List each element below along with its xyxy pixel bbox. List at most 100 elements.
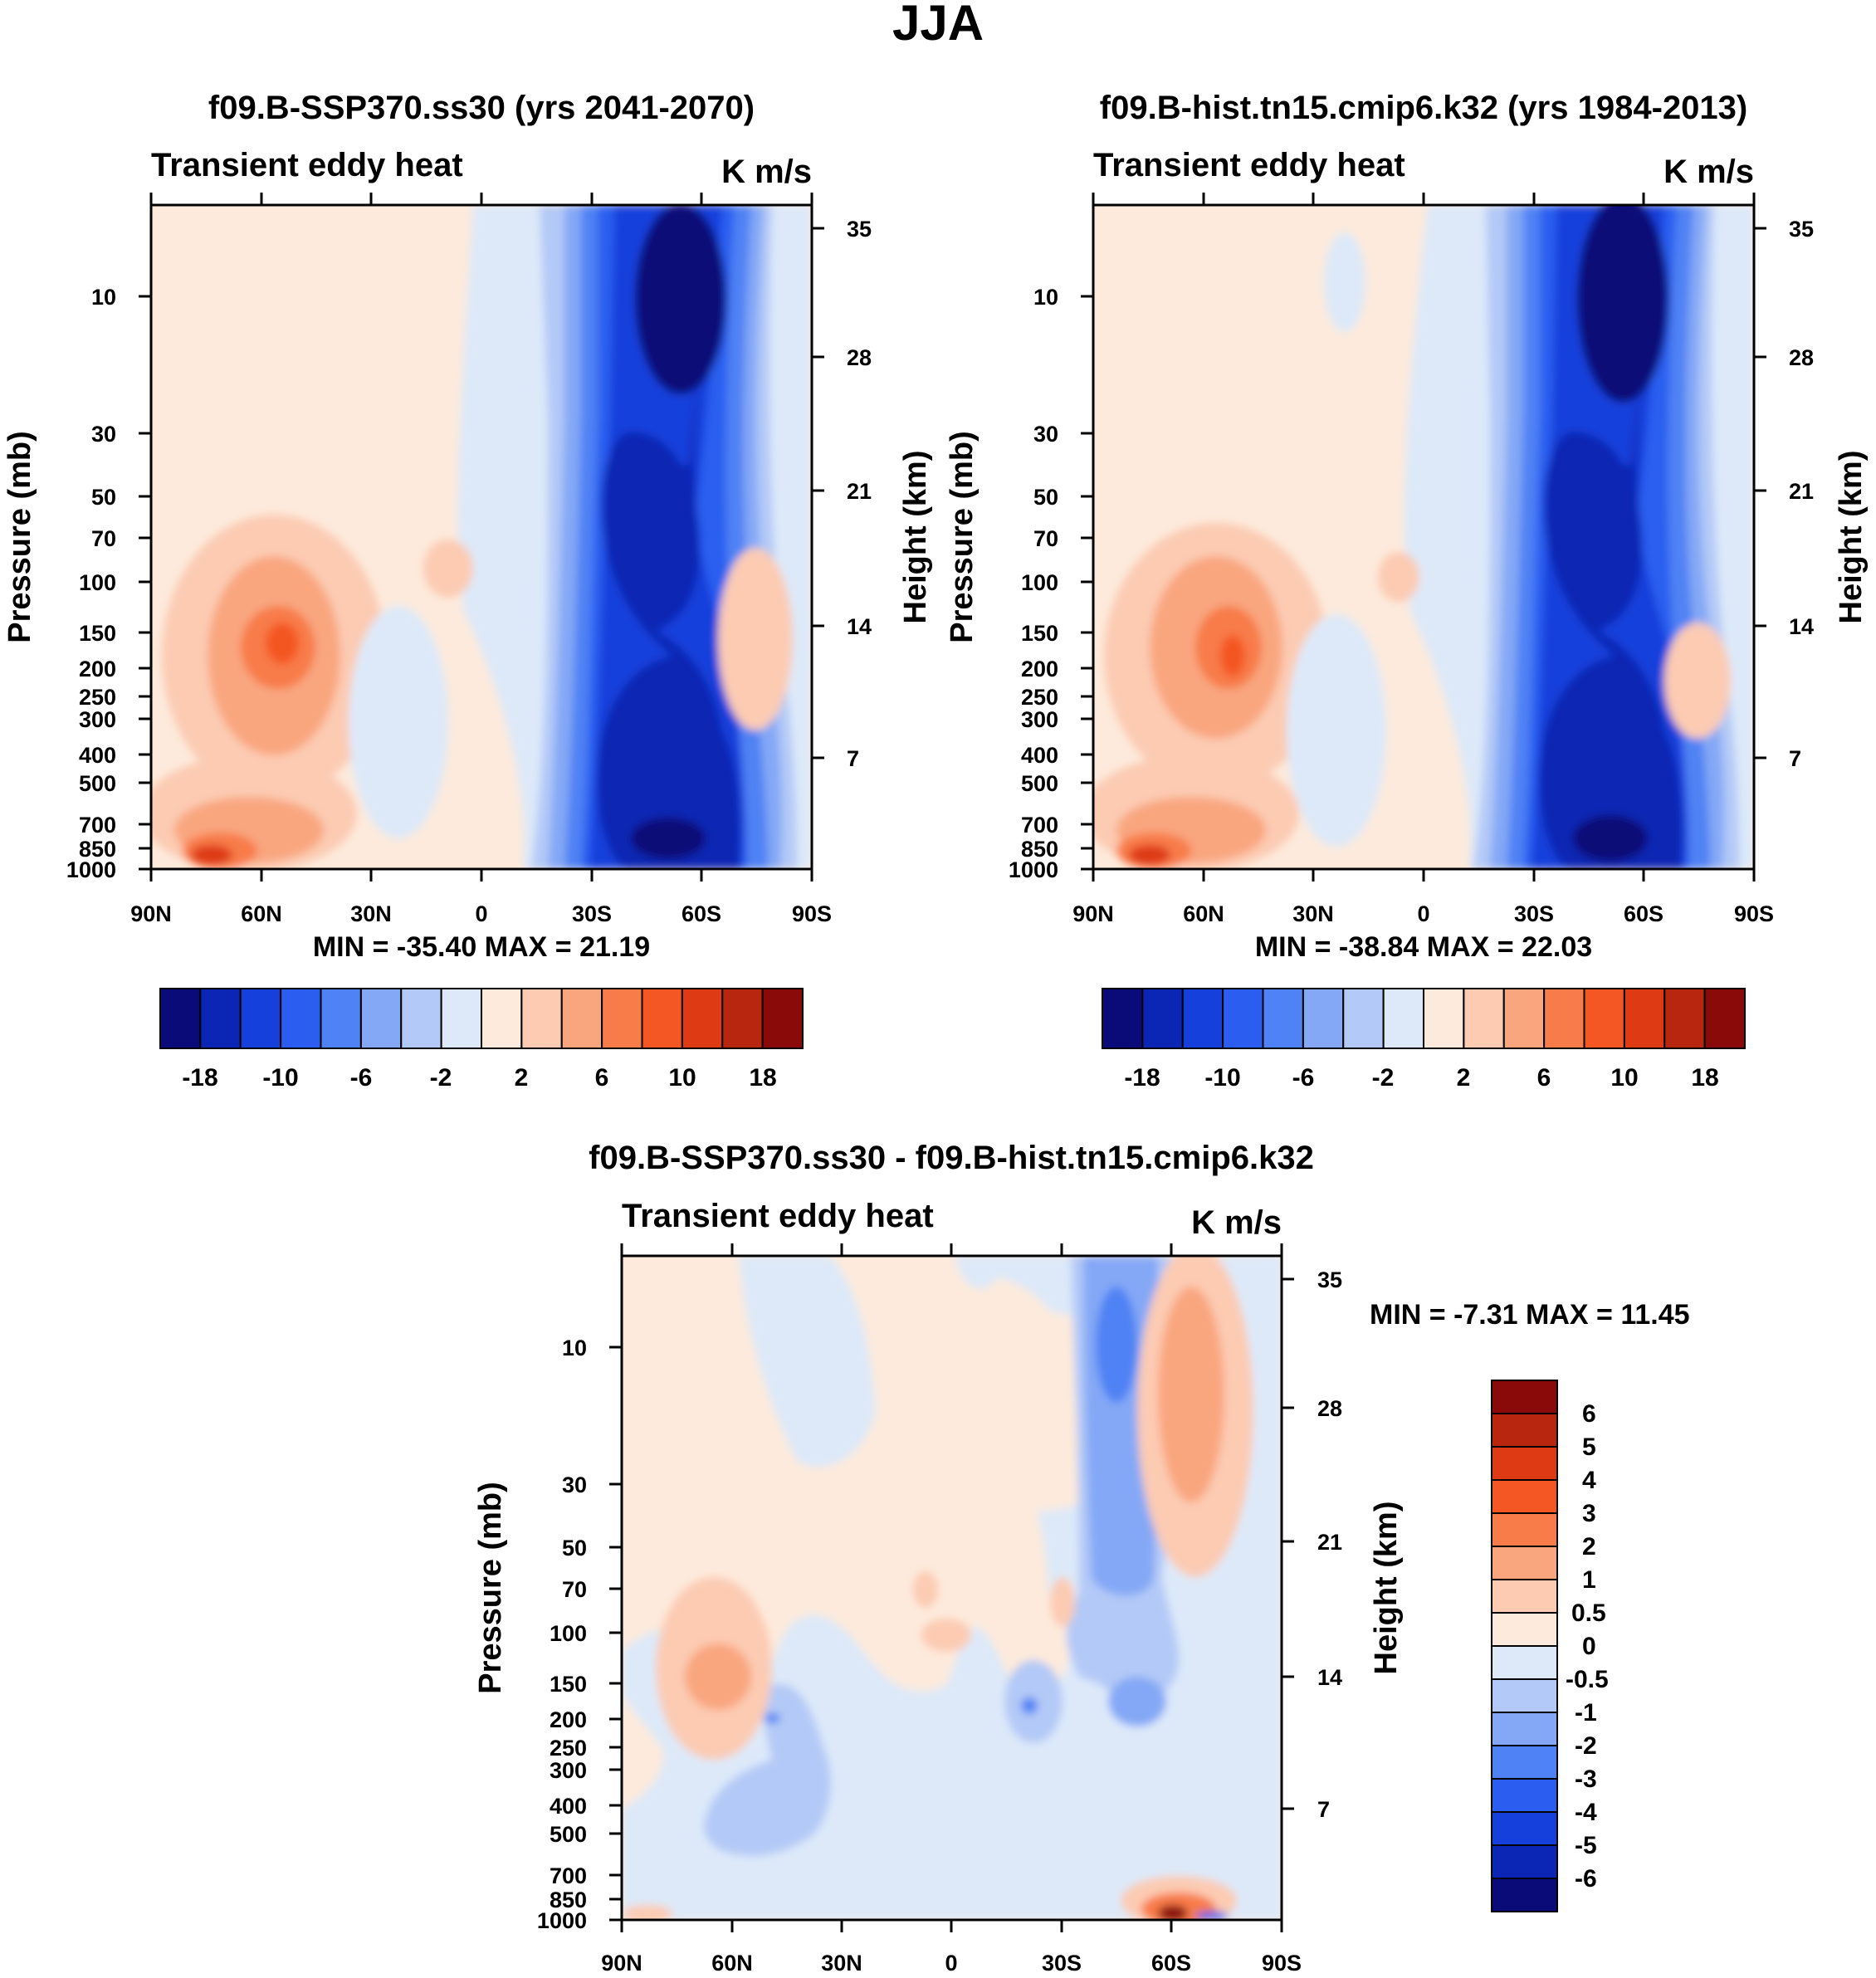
colorbar-cell xyxy=(1491,1712,1558,1746)
colorbar-label: 5 xyxy=(1582,1433,1596,1461)
y-tick-label: 10 xyxy=(1033,285,1058,310)
y-tick-label: 150 xyxy=(1021,621,1058,646)
colorbar-label: -18 xyxy=(1124,1064,1160,1092)
panel-historical: f09.B-hist.tn15.cmip6.k32 (yrs 1984-2013… xyxy=(945,90,1869,1092)
x-tick-labels: 90N 60N 30N 0 30S 60S 90S xyxy=(130,901,832,926)
y-ticks xyxy=(139,227,824,871)
colorbar-cell xyxy=(1491,1546,1558,1580)
y-tick-label: 250 xyxy=(79,685,116,710)
colorbar-label: 2 xyxy=(1457,1064,1471,1092)
y-tick-label: 100 xyxy=(79,570,116,595)
colorbar-cell xyxy=(1491,1380,1558,1414)
colorbar-label: 3 xyxy=(1582,1500,1596,1527)
colorbar xyxy=(1491,1380,1558,1912)
x-tick-label: 30N xyxy=(821,1951,862,1976)
x-tick-label: 90N xyxy=(130,901,172,926)
y-ticks xyxy=(609,1277,1294,1922)
y-tick-label: 700 xyxy=(1021,813,1058,838)
colorbar-label: -2 xyxy=(1575,1732,1597,1760)
y-tick-label: 150 xyxy=(79,621,116,646)
colorbar-label: -6 xyxy=(1575,1865,1597,1893)
y-tick-label: 50 xyxy=(91,485,116,510)
colorbar-labels: 6 5 4 3 2 1 0.5 0 -0.5 -1 -2 -3 -4 -5 -6 xyxy=(1566,1400,1609,1893)
colorbar xyxy=(159,988,804,1049)
colorbar-label: -1 xyxy=(1575,1699,1597,1726)
y-tick-label: 300 xyxy=(79,707,116,732)
colorbar-cell xyxy=(1491,1446,1558,1481)
colorbar-cell xyxy=(1302,988,1345,1049)
y-tick-label: 400 xyxy=(1021,743,1058,768)
x-tick-labels: 90N 60N 30N 0 30S 60S 90S xyxy=(1072,901,1774,926)
colorbar-cell xyxy=(199,988,242,1049)
y-tick-label: 850 xyxy=(1021,837,1058,862)
min-max-label: MIN = -35.40 MAX = 21.19 xyxy=(313,931,650,963)
y-tick-label: 30 xyxy=(562,1473,587,1497)
units-label: K m/s xyxy=(1663,154,1754,190)
y-tick-label: 50 xyxy=(562,1536,587,1560)
colorbar-label: -10 xyxy=(1204,1064,1240,1092)
colorbar-cell xyxy=(601,988,643,1049)
colorbar-cell xyxy=(239,988,282,1049)
y-right-axis-title: Height (km) xyxy=(1834,451,1869,624)
colorbar-label: 0.5 xyxy=(1571,1599,1606,1627)
colorbar-label: 10 xyxy=(1610,1064,1638,1092)
colorbar-cell xyxy=(1491,1413,1558,1448)
y-tick-label: 300 xyxy=(550,1758,587,1783)
colorbar-cell xyxy=(280,988,322,1049)
colorbar-cell xyxy=(400,988,442,1049)
height-tick-label: 21 xyxy=(1789,479,1814,504)
y-tick-label: 250 xyxy=(1021,685,1058,710)
colorbar-cell xyxy=(1463,988,1505,1049)
height-tick-label: 14 xyxy=(1317,1665,1342,1690)
min-max-label: MIN = -38.84 MAX = 22.03 xyxy=(1255,931,1592,963)
y-tick-label: 700 xyxy=(550,1863,587,1888)
height-tick-label: 35 xyxy=(1789,217,1814,242)
colorbar-cell xyxy=(520,988,563,1049)
colorbar-cell xyxy=(1181,988,1224,1049)
colorbar-cell xyxy=(1491,1745,1558,1780)
y-tick-label: 50 xyxy=(1033,485,1058,510)
panel-subtitle: Transient eddy heat xyxy=(1093,147,1405,183)
x-tick-label: 60S xyxy=(1624,901,1663,926)
panel-difference: f09.B-SSP370.ss30 - f09.B-hist.tn15.cmip… xyxy=(473,1140,1690,1976)
x-tick-label: 0 xyxy=(945,1951,957,1976)
colorbar-cell xyxy=(1491,1479,1558,1514)
units-label: K m/s xyxy=(721,154,812,190)
colorbar-label: 6 xyxy=(1537,1064,1551,1092)
x-tick-labels: 90N 60N 30N 0 30S 60S 90S xyxy=(601,1951,1302,1976)
colorbar-label: -10 xyxy=(262,1064,298,1092)
y-tick-label: 1000 xyxy=(1009,857,1058,882)
colorbar-cell xyxy=(681,988,724,1049)
height-tick-label: 28 xyxy=(1789,345,1814,370)
colorbar-label: 10 xyxy=(668,1064,696,1092)
y-right-tick-labels: 35 28 21 14 7 xyxy=(1317,1267,1342,1822)
colorbar-cell xyxy=(761,988,804,1049)
height-tick-label: 14 xyxy=(1789,614,1814,639)
y-tick-label: 70 xyxy=(1033,526,1058,551)
x-tick-label: 60N xyxy=(241,901,282,926)
height-tick-label: 28 xyxy=(847,345,872,370)
panel-title: f09.B-hist.tn15.cmip6.k32 (yrs 1984-2013… xyxy=(1100,90,1747,126)
colorbar-cell xyxy=(320,988,362,1049)
y-tick-label: 70 xyxy=(562,1577,587,1602)
colorbar-labels: -18 -10 -6 -2 2 6 10 18 xyxy=(182,1064,776,1092)
colorbar-cell xyxy=(560,988,603,1049)
colorbar-cell xyxy=(1583,988,1625,1049)
y-tick-label: 400 xyxy=(550,1794,587,1819)
colorbar-label: -4 xyxy=(1575,1799,1597,1826)
units-label: K m/s xyxy=(1191,1204,1282,1241)
y-tick-label: 100 xyxy=(550,1621,587,1646)
height-tick-label: 28 xyxy=(1317,1396,1342,1421)
panel-ssp370: f09.B-SSP370.ss30 (yrs 2041-2070) Transi… xyxy=(2,90,933,1092)
colorbar-cell xyxy=(1663,988,1706,1049)
colorbar-cell xyxy=(1262,988,1304,1049)
height-tick-label: 14 xyxy=(847,614,872,639)
colorbar-label: -3 xyxy=(1575,1766,1597,1793)
y-tick-label: 850 xyxy=(79,837,116,862)
colorbar-label: 0 xyxy=(1582,1633,1596,1660)
height-tick-label: 35 xyxy=(1317,1267,1342,1292)
y-tick-label: 400 xyxy=(79,743,116,768)
y-axis-title: Pressure (mb) xyxy=(2,431,37,643)
colorbar-cell xyxy=(359,988,403,1049)
